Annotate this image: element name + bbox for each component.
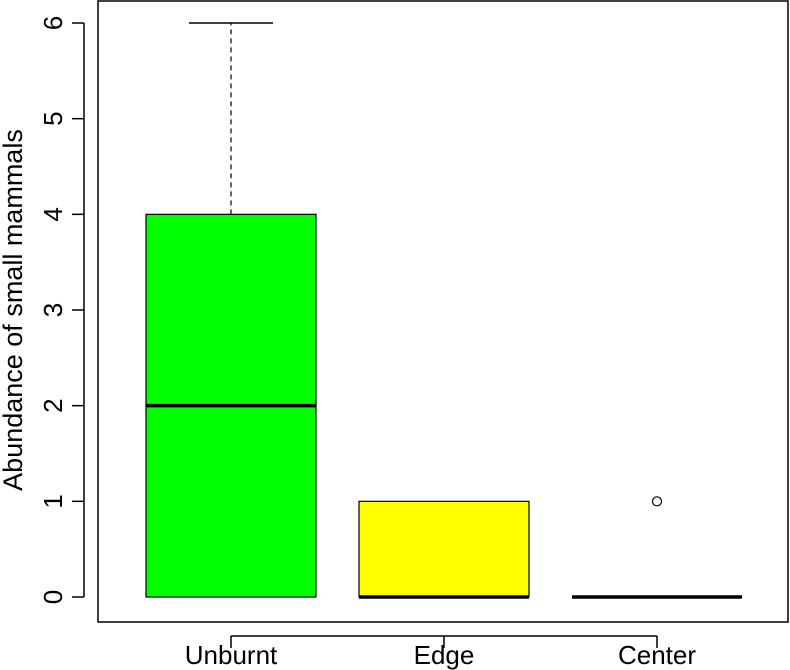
y-tick-label: 0 <box>38 590 68 604</box>
y-tick-label: 2 <box>38 398 68 412</box>
box-edge <box>358 500 530 598</box>
x-tick-label: Edge <box>414 640 475 670</box>
x-tick-label: Unburnt <box>185 640 278 670</box>
outlier-point <box>651 496 663 507</box>
x-tick-label: Center <box>618 640 696 670</box>
y-tick-label: 6 <box>38 16 68 30</box>
y-tick-label: 5 <box>38 111 68 125</box>
y-tick-label: 4 <box>38 207 68 221</box>
plot-frame <box>97 0 789 623</box>
y-tick-label: 1 <box>38 494 68 508</box>
box-group <box>145 22 742 599</box>
x-axis: Unburnt Edge Center <box>185 635 696 670</box>
y-axis-title: Abundance of small mammals <box>0 129 28 491</box>
y-tick-label: 3 <box>38 303 68 317</box>
y-axis: 0 1 2 3 4 5 6 <box>38 16 85 604</box>
